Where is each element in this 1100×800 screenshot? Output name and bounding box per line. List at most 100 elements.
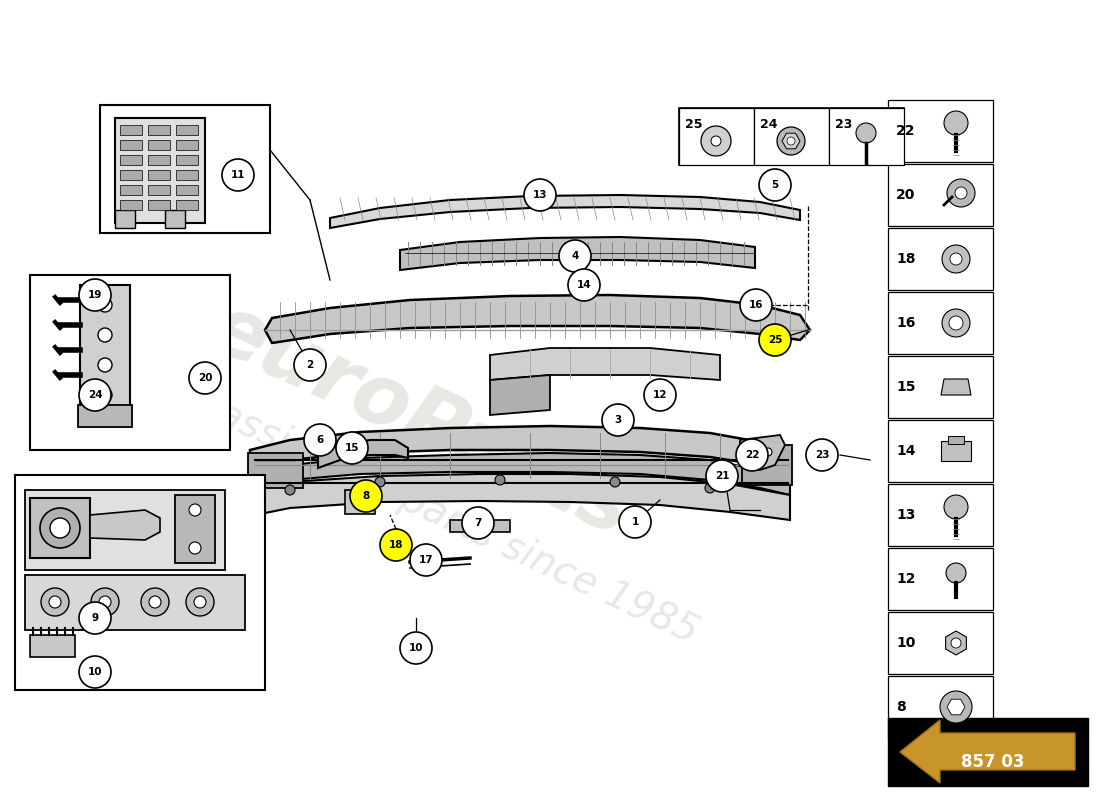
Polygon shape xyxy=(490,375,550,415)
Circle shape xyxy=(944,111,968,135)
Polygon shape xyxy=(900,720,1075,783)
Text: 14: 14 xyxy=(896,444,915,458)
Circle shape xyxy=(947,179,975,207)
Text: 14: 14 xyxy=(576,280,592,290)
Polygon shape xyxy=(250,453,790,495)
Bar xyxy=(148,170,170,180)
Bar xyxy=(116,118,205,223)
Circle shape xyxy=(495,475,505,485)
Bar xyxy=(248,453,302,488)
Circle shape xyxy=(705,483,715,493)
Bar xyxy=(148,125,170,135)
Bar xyxy=(948,436,964,444)
Text: 22: 22 xyxy=(745,450,759,460)
Circle shape xyxy=(304,424,336,456)
Text: 5: 5 xyxy=(771,180,779,190)
Text: 10: 10 xyxy=(88,667,102,677)
Circle shape xyxy=(644,379,676,411)
Circle shape xyxy=(50,518,70,538)
Polygon shape xyxy=(330,195,800,228)
Text: 15: 15 xyxy=(344,443,360,453)
Text: 8: 8 xyxy=(896,700,905,714)
Bar xyxy=(120,185,142,195)
Text: 24: 24 xyxy=(760,118,778,131)
Circle shape xyxy=(568,269,600,301)
Bar xyxy=(888,292,993,354)
Text: 18: 18 xyxy=(896,252,915,266)
Text: 23: 23 xyxy=(835,118,852,131)
Circle shape xyxy=(764,448,772,456)
Polygon shape xyxy=(250,474,790,520)
Bar xyxy=(30,275,230,450)
Polygon shape xyxy=(947,699,965,714)
Bar xyxy=(78,405,132,427)
Circle shape xyxy=(946,563,966,583)
Circle shape xyxy=(952,638,961,648)
Bar xyxy=(148,140,170,150)
Text: 24: 24 xyxy=(88,390,102,400)
Circle shape xyxy=(949,316,962,330)
Bar xyxy=(754,108,829,165)
Text: 10: 10 xyxy=(409,643,424,653)
Circle shape xyxy=(40,508,80,548)
Text: 9: 9 xyxy=(91,613,99,623)
Text: a passion for parts since 1985: a passion for parts since 1985 xyxy=(156,369,704,651)
Circle shape xyxy=(79,602,111,634)
Circle shape xyxy=(619,506,651,538)
Text: 17: 17 xyxy=(419,555,433,565)
Text: 25: 25 xyxy=(685,118,703,131)
Text: 6: 6 xyxy=(317,435,323,445)
Circle shape xyxy=(759,324,791,356)
Circle shape xyxy=(79,379,111,411)
Bar xyxy=(345,490,375,514)
Bar xyxy=(176,185,198,195)
Text: 12: 12 xyxy=(896,572,915,586)
Circle shape xyxy=(950,253,962,265)
Bar xyxy=(829,108,904,165)
Text: 15: 15 xyxy=(896,380,915,394)
Circle shape xyxy=(189,542,201,554)
Circle shape xyxy=(856,123,876,143)
Circle shape xyxy=(98,388,112,402)
Bar xyxy=(120,170,142,180)
Circle shape xyxy=(79,279,111,311)
Bar xyxy=(888,548,993,610)
Circle shape xyxy=(350,480,382,512)
Text: 20: 20 xyxy=(198,373,212,383)
Bar xyxy=(450,520,510,532)
Polygon shape xyxy=(946,631,967,655)
Circle shape xyxy=(942,309,970,337)
Text: 7: 7 xyxy=(474,518,482,528)
Bar xyxy=(888,420,993,482)
Bar xyxy=(120,125,142,135)
Bar xyxy=(679,108,904,165)
Circle shape xyxy=(79,656,111,688)
Text: 22: 22 xyxy=(896,124,915,138)
Circle shape xyxy=(706,460,738,492)
Bar xyxy=(176,155,198,165)
Text: 20: 20 xyxy=(896,188,915,202)
Bar xyxy=(742,445,792,485)
Text: 2: 2 xyxy=(307,360,314,370)
Circle shape xyxy=(701,126,732,156)
Bar xyxy=(116,210,135,228)
Text: 1: 1 xyxy=(631,517,639,527)
Text: 18: 18 xyxy=(388,540,404,550)
Polygon shape xyxy=(740,435,785,470)
Circle shape xyxy=(189,362,221,394)
Text: 21: 21 xyxy=(715,471,729,481)
Text: 13: 13 xyxy=(896,508,915,522)
Text: 10: 10 xyxy=(896,636,915,650)
Circle shape xyxy=(942,245,970,273)
Circle shape xyxy=(148,596,161,608)
Bar xyxy=(679,108,754,165)
Bar xyxy=(888,100,993,162)
Bar xyxy=(888,164,993,226)
Circle shape xyxy=(524,179,556,211)
Circle shape xyxy=(141,588,169,616)
Text: 857 03: 857 03 xyxy=(961,753,1025,771)
Circle shape xyxy=(99,596,111,608)
Circle shape xyxy=(194,596,206,608)
Circle shape xyxy=(336,432,368,464)
Bar xyxy=(25,575,245,630)
